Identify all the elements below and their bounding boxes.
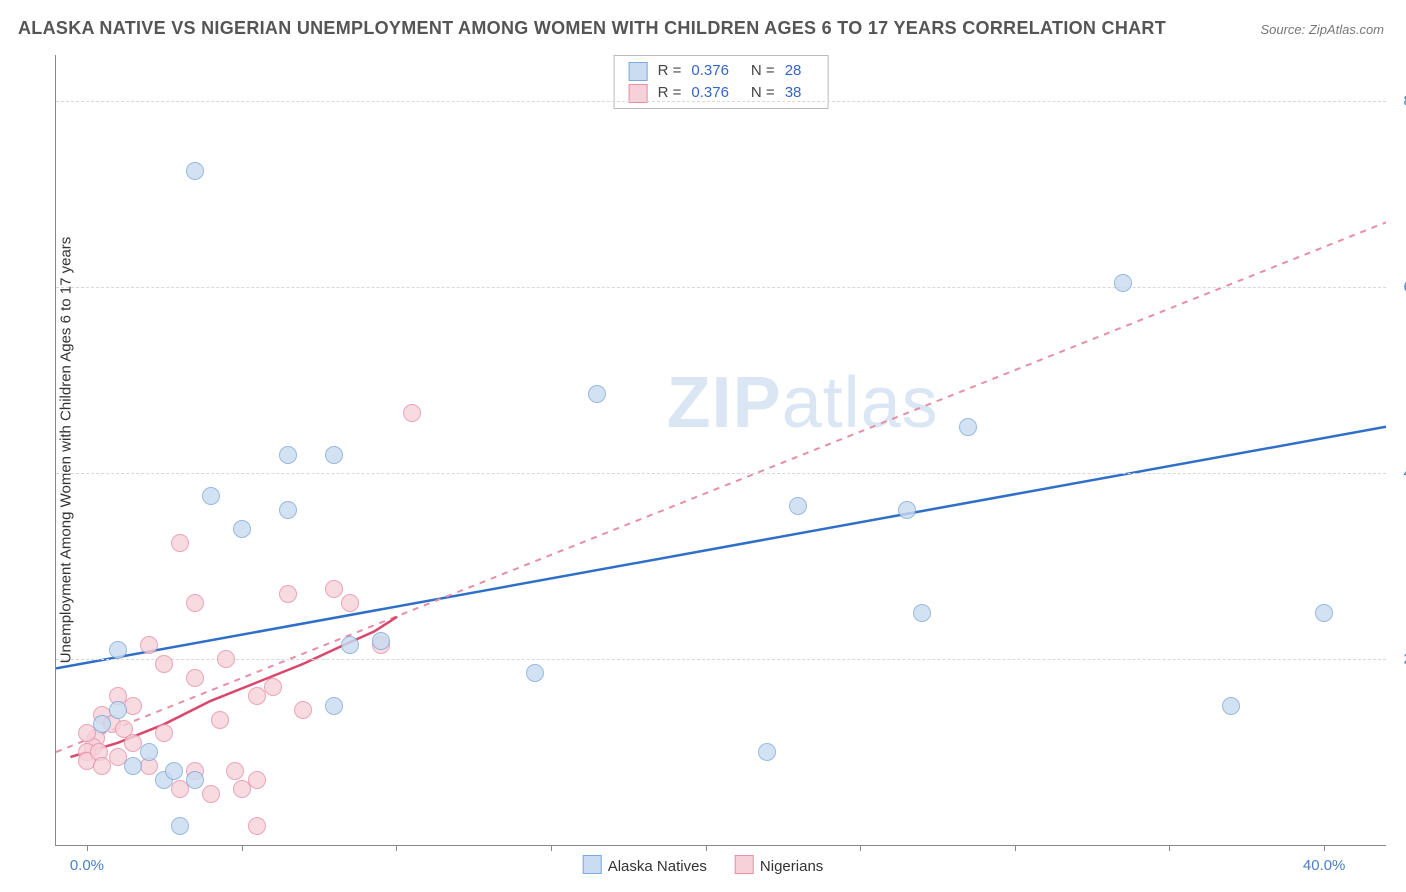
point-nigerian (155, 724, 173, 742)
x-tick-mark (551, 845, 552, 851)
point-alaska (279, 501, 297, 519)
point-nigerian (140, 636, 158, 654)
point-alaska (341, 636, 359, 654)
point-nigerian (264, 678, 282, 696)
point-nigerian (202, 785, 220, 803)
point-alaska (588, 385, 606, 403)
x-tick-label: 0.0% (70, 857, 104, 874)
plot-area: Unemployment Among Women with Children A… (55, 55, 1386, 846)
point-alaska (171, 817, 189, 835)
point-nigerian (211, 711, 229, 729)
point-alaska (279, 446, 297, 464)
point-nigerian (171, 534, 189, 552)
gridline (56, 101, 1386, 102)
gridline (56, 287, 1386, 288)
gridline (56, 473, 1386, 474)
point-nigerian (403, 404, 421, 422)
point-alaska (124, 757, 142, 775)
point-alaska (186, 771, 204, 789)
watermark: ZIPatlas (667, 362, 939, 444)
point-alaska (526, 664, 544, 682)
point-nigerian (93, 757, 111, 775)
r-label: R = (658, 60, 682, 82)
point-nigerian (124, 697, 142, 715)
point-alaska (789, 497, 807, 515)
r-value: 0.376 (691, 60, 729, 82)
point-alaska (1315, 604, 1333, 622)
n-value: 28 (785, 60, 802, 82)
gridline (56, 659, 1386, 660)
point-nigerian (248, 817, 266, 835)
point-alaska (109, 701, 127, 719)
x-tick-mark (706, 845, 707, 851)
point-nigerian (325, 580, 343, 598)
x-tick-mark (1169, 845, 1170, 851)
x-tick-mark (87, 845, 88, 851)
point-nigerian (217, 650, 235, 668)
point-nigerian (186, 669, 204, 687)
point-alaska (202, 487, 220, 505)
source-attribution: Source: ZipAtlas.com (1260, 22, 1384, 37)
x-tick-mark (396, 845, 397, 851)
legend-swatch (583, 855, 602, 874)
point-alaska (1114, 274, 1132, 292)
series-legend-item: Alaska Natives (583, 855, 707, 875)
legend-swatch (629, 62, 648, 81)
point-alaska (109, 641, 127, 659)
point-nigerian (248, 687, 266, 705)
chart-title: ALASKA NATIVE VS NIGERIAN UNEMPLOYMENT A… (18, 18, 1166, 39)
point-alaska (186, 162, 204, 180)
series-legend-label: Alaska Natives (608, 858, 707, 875)
point-alaska (758, 743, 776, 761)
trend-line (56, 222, 1386, 752)
point-alaska (140, 743, 158, 761)
point-nigerian (226, 762, 244, 780)
legend-swatch (629, 84, 648, 103)
point-alaska (913, 604, 931, 622)
point-nigerian (279, 585, 297, 603)
point-alaska (372, 632, 390, 650)
point-alaska (233, 520, 251, 538)
x-tick-mark (860, 845, 861, 851)
point-alaska (1222, 697, 1240, 715)
point-nigerian (341, 594, 359, 612)
correlation-legend-row: R = 0.376 N = 28 (629, 60, 814, 82)
svg-overlay (56, 55, 1386, 845)
trend-line (56, 427, 1386, 669)
point-alaska (959, 418, 977, 436)
series-legend-label: Nigerians (760, 858, 823, 875)
watermark-bold: ZIP (667, 363, 782, 443)
point-alaska (93, 715, 111, 733)
chart-container: ALASKA NATIVE VS NIGERIAN UNEMPLOYMENT A… (0, 0, 1406, 892)
point-alaska (325, 697, 343, 715)
point-nigerian (186, 594, 204, 612)
point-nigerian (155, 655, 173, 673)
x-tick-mark (1015, 845, 1016, 851)
series-legend: Alaska Natives Nigerians (583, 855, 824, 875)
point-alaska (898, 501, 916, 519)
y-axis-label: Unemployment Among Women with Children A… (58, 237, 75, 664)
x-tick-mark (1324, 845, 1325, 851)
point-nigerian (294, 701, 312, 719)
series-legend-item: Nigerians (735, 855, 823, 875)
x-tick-mark (242, 845, 243, 851)
legend-swatch (735, 855, 754, 874)
n-label: N = (751, 60, 775, 82)
watermark-light: atlas (782, 363, 939, 443)
point-alaska (165, 762, 183, 780)
x-tick-label: 40.0% (1303, 857, 1346, 874)
point-nigerian (248, 771, 266, 789)
point-alaska (325, 446, 343, 464)
